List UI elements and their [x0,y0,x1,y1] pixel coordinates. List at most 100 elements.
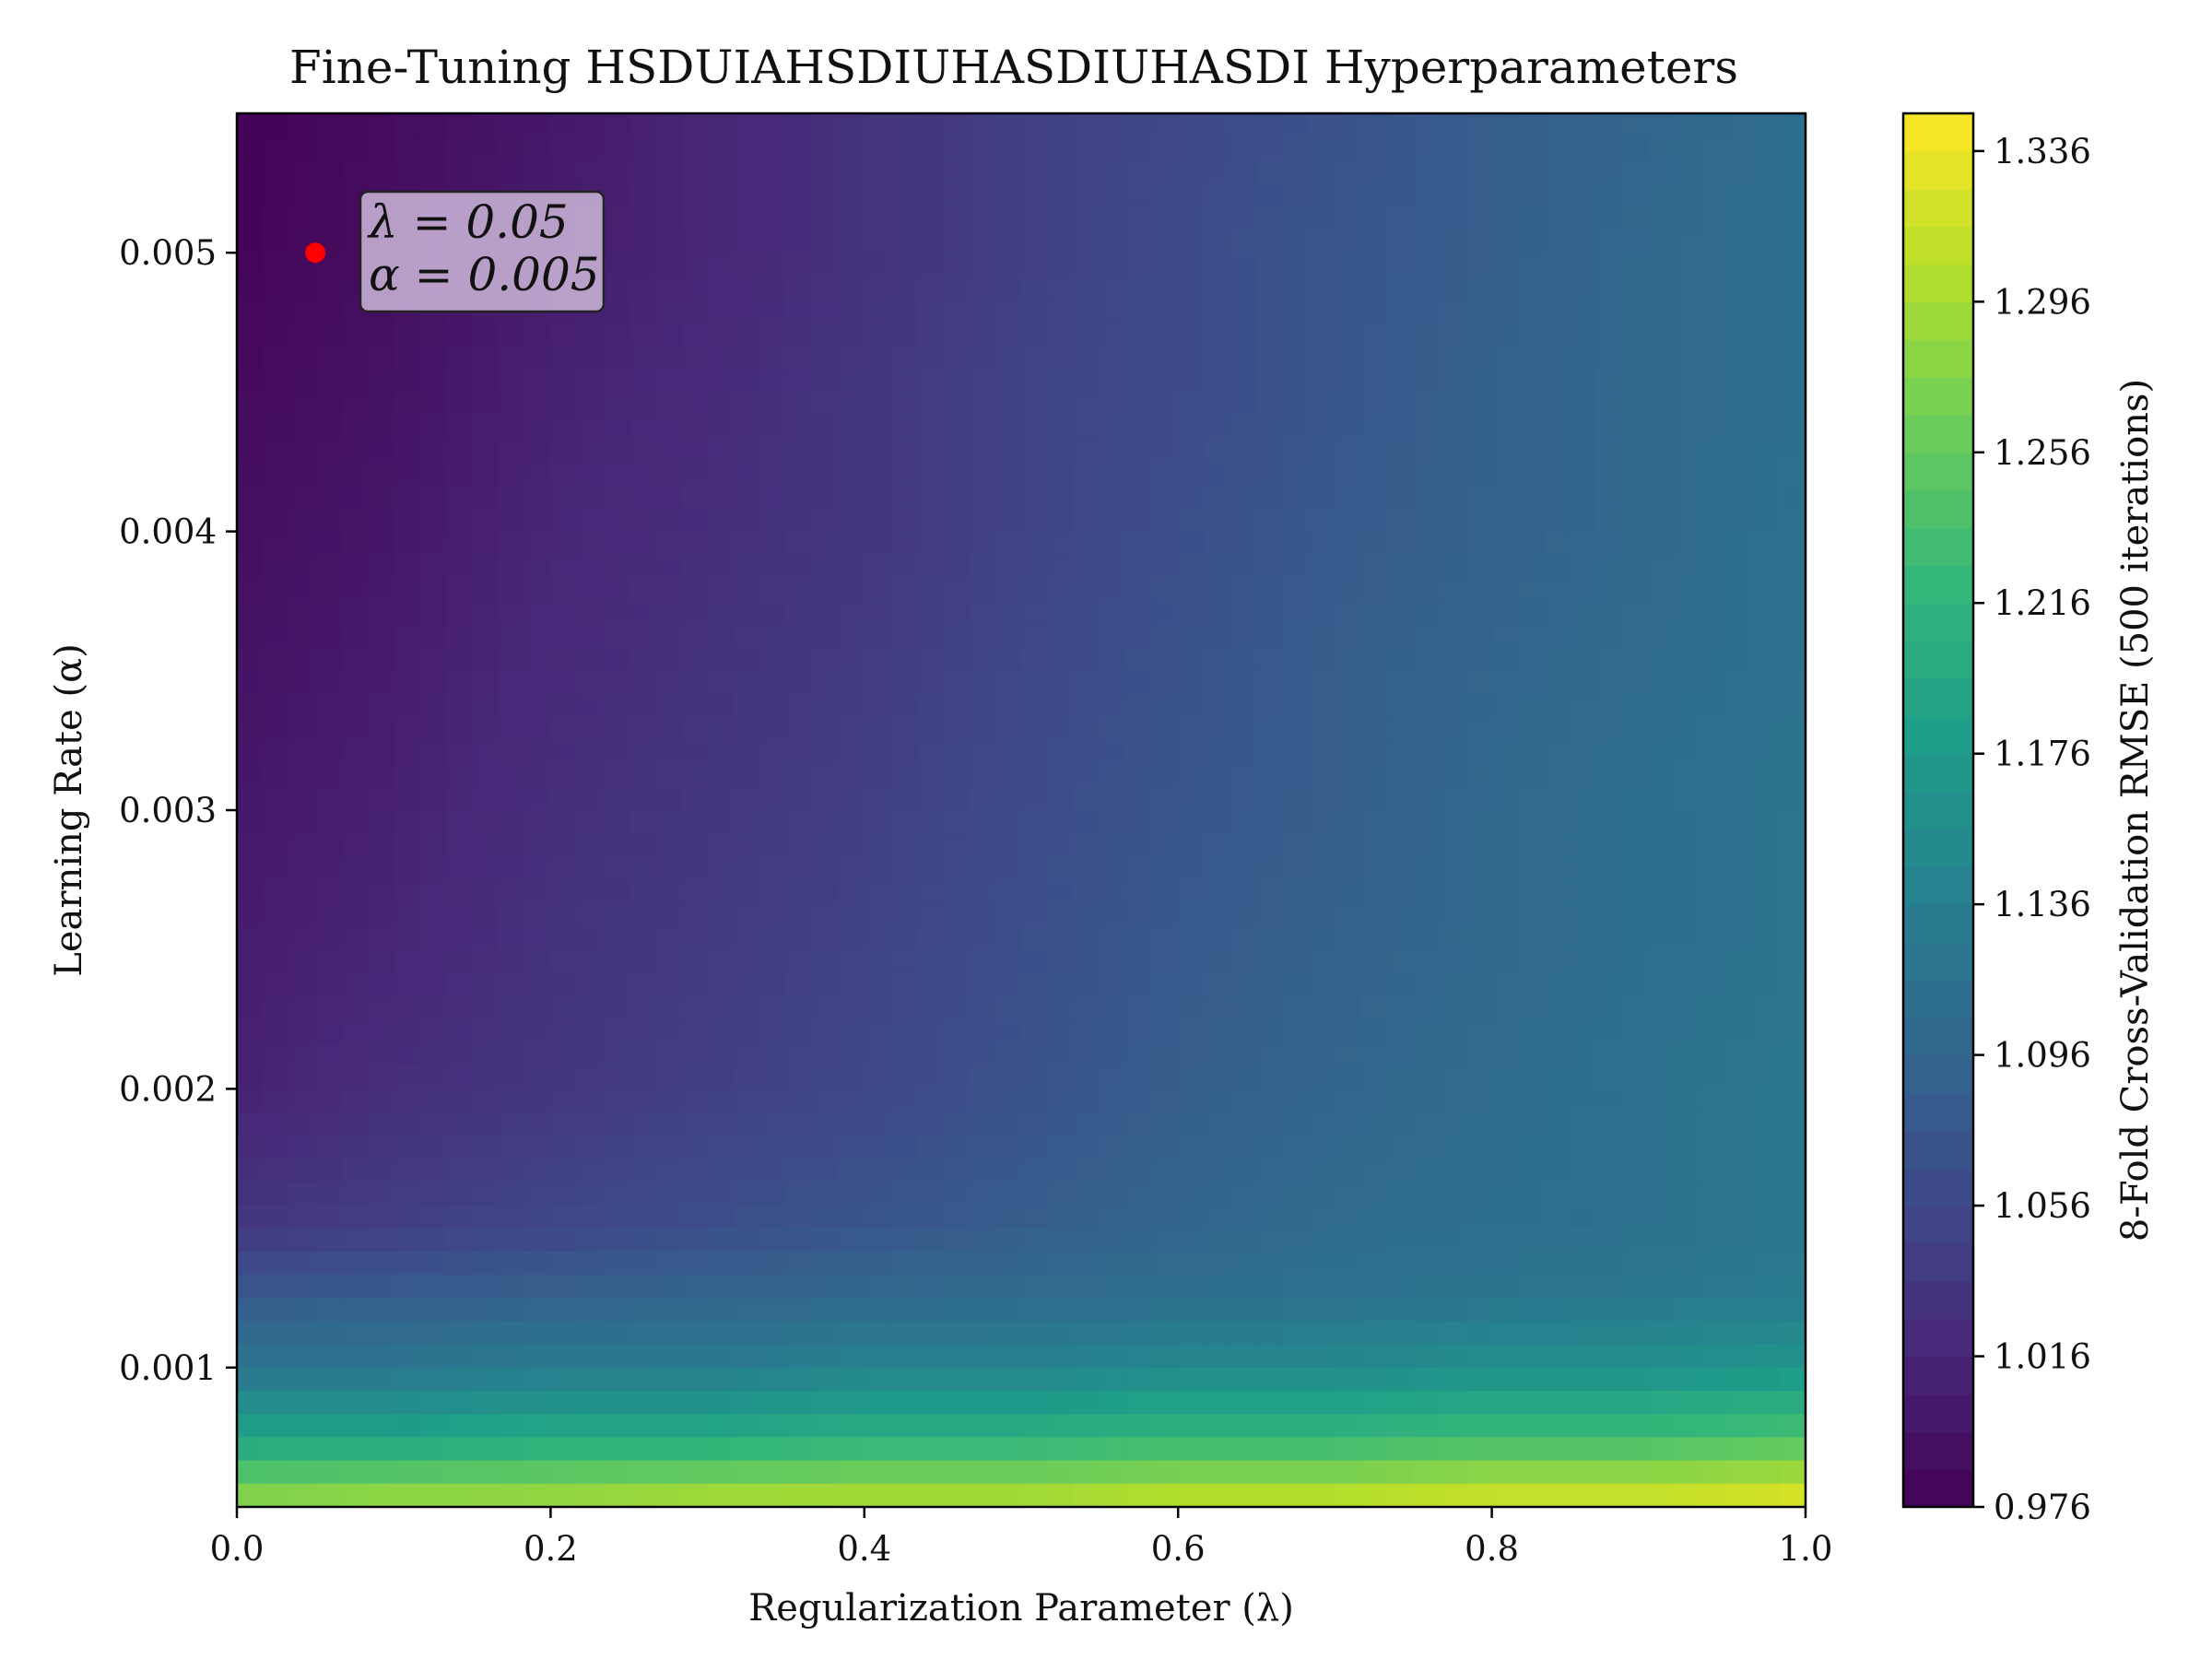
heatmap-cell [707,1135,735,1159]
heatmap-cell [1726,206,1755,230]
heatmap-cell [1570,740,1597,765]
heatmap-cell [576,1414,604,1439]
heatmap-cell [1544,299,1571,324]
heatmap-cell [1413,1460,1441,1485]
heatmap-cell [812,856,840,881]
heatmap-cell [288,531,316,556]
heatmap-cell [315,1251,343,1276]
heatmap-cell [1047,740,1075,765]
heatmap-cell [445,1182,474,1206]
heatmap-cell [1230,1414,1258,1439]
heatmap-cell [1465,995,1493,1020]
heatmap-cell [969,670,996,695]
heatmap-cell [1700,1367,1728,1392]
heatmap-cell [1021,346,1049,370]
heatmap-cell [1726,578,1755,602]
heatmap-cell [1491,1344,1519,1369]
heatmap-cell [1544,159,1571,184]
heatmap-cell [1491,1042,1519,1066]
colorbar-label: 8-Fold Cross-Validation RMSE (500 iterat… [2114,379,2157,1241]
heatmap-cell [1256,856,1284,881]
heatmap-cell [654,647,683,672]
heatmap-cell [759,1483,787,1507]
heatmap-cell [1256,554,1284,579]
heatmap-cell [864,1391,891,1415]
heatmap-cell [1596,624,1624,649]
heatmap-cell [1726,508,1755,533]
heatmap-cell [1204,1182,1231,1206]
heatmap-cell [759,276,787,300]
heatmap-cell [994,1065,1022,1090]
heatmap-cell [1544,740,1571,765]
heatmap-cell [1100,1018,1127,1043]
heatmap-cell [707,462,735,486]
heatmap-cell [576,902,604,927]
heatmap-cell [1726,253,1755,277]
heatmap-cell [916,1298,944,1323]
heatmap-cell [864,415,891,440]
heatmap-cell [629,810,656,834]
heatmap-cell [1335,159,1362,184]
heatmap-cell [681,902,709,927]
heatmap-cell [1570,1182,1597,1206]
heatmap-cell [1178,670,1206,695]
heatmap-cell [1465,1159,1493,1182]
heatmap-cell [1360,462,1388,486]
heatmap-cell [707,415,735,440]
heatmap-cell [367,856,394,881]
heatmap-cell [576,159,604,184]
heatmap-cell [341,1275,369,1299]
heatmap-cell [288,462,316,486]
heatmap-cell [1700,740,1728,765]
heatmap-cell [1648,786,1676,811]
heatmap-cell [864,578,891,602]
heatmap-cell [394,392,421,417]
heatmap-cell [1178,392,1206,417]
heatmap-cell [1100,624,1127,649]
heatmap-cell [1230,902,1258,927]
heatmap-cell [681,647,709,672]
heatmap-cell [1335,601,1362,626]
heatmap-cell [864,949,891,974]
heatmap-cell [419,1391,447,1415]
heatmap-cell [1517,438,1546,463]
heatmap-cell [1335,508,1362,533]
heatmap-cell [916,1437,944,1462]
heatmap-cell [1047,647,1075,672]
heatmap-cell [445,1321,474,1346]
heatmap-cell [1256,1460,1284,1485]
heatmap-cell [576,763,604,788]
heatmap-cell [1648,949,1676,974]
heatmap-cell [1204,833,1231,858]
heatmap-cell [1570,1460,1597,1485]
heatmap-cell [759,1159,787,1182]
heatmap-cell [759,136,787,161]
y-tick-label: 0.003 [119,791,217,830]
heatmap-cell [890,879,918,904]
heatmap-cell [1100,926,1127,950]
heatmap-cell [629,392,656,417]
heatmap-cell [1753,485,1781,510]
heatmap-cell [315,694,343,718]
heatmap-cell [1700,1344,1728,1369]
heatmap-cell [498,833,525,858]
heatmap-cell [1700,415,1728,440]
heatmap-cell [654,763,683,788]
heatmap-cell [1387,1251,1415,1276]
heatmap-cell [1073,113,1100,137]
heatmap-cell [498,1135,525,1159]
heatmap-cell [1387,624,1415,649]
y-axis-label: Learning Rate (α) [48,643,90,976]
heatmap-cell [733,1182,761,1206]
heatmap-cell [1204,810,1231,834]
heatmap-cell [1648,253,1676,277]
heatmap-cell [237,113,265,137]
heatmap-cell [1047,346,1075,370]
heatmap-cell [1465,763,1493,788]
heatmap-cell [524,1135,552,1159]
heatmap-cell [1779,1483,1806,1507]
heatmap-cell [812,902,840,927]
heatmap-cell [1439,322,1467,347]
heatmap-cell [576,624,604,649]
heatmap-cell [733,369,761,394]
